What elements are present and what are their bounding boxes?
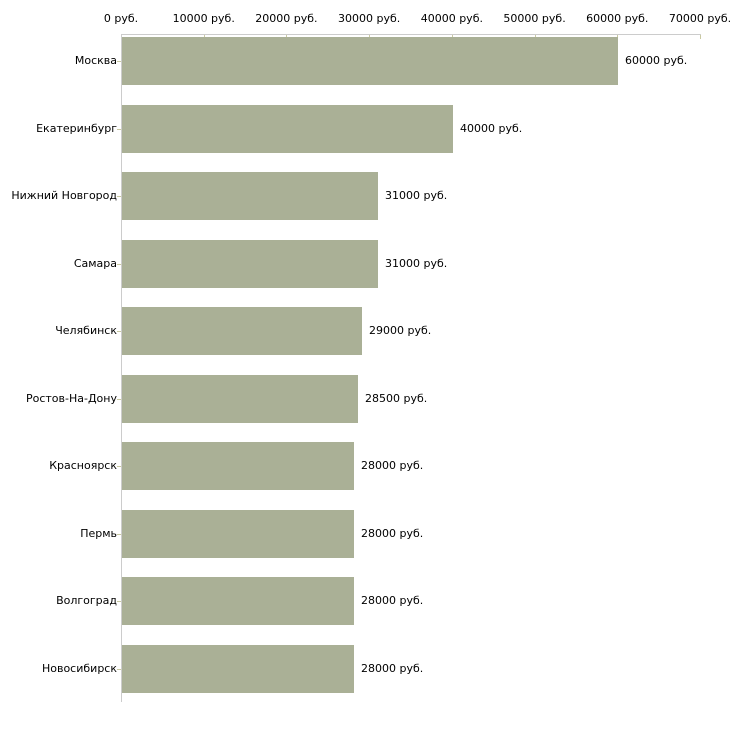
x-axis-tick-label: 30000 руб. — [338, 12, 401, 25]
bar — [122, 442, 354, 490]
bar — [122, 644, 354, 693]
value-label: 28000 руб. — [361, 594, 424, 607]
x-axis-tick-label: 60000 руб. — [586, 12, 649, 25]
bar — [122, 509, 354, 558]
bar — [122, 307, 362, 355]
bar — [122, 577, 354, 625]
value-label: 40000 руб. — [460, 121, 523, 135]
bar — [122, 374, 358, 423]
category-label: Ростов-На-Дону — [25, 391, 117, 405]
value-label: 28000 руб. — [361, 526, 424, 540]
category-label: Екатеринбург — [36, 121, 117, 135]
y-axis-tick-mark — [117, 601, 121, 602]
x-axis-tick-label: 0 руб. — [103, 12, 139, 25]
value-label: 31000 руб. — [385, 189, 448, 202]
y-axis-tick-mark — [117, 331, 121, 332]
y-axis-tick-mark — [117, 129, 121, 130]
x-axis-tick-label: 70000 руб. — [668, 12, 730, 25]
y-axis-tick-mark — [117, 61, 121, 62]
category-label: Москва — [74, 54, 117, 67]
category-label: Красноярск — [49, 459, 117, 472]
value-label: 28000 руб. — [361, 661, 424, 675]
value-label: 28500 руб. — [365, 391, 428, 405]
category-label: Челябинск — [55, 324, 117, 337]
y-axis-tick-mark — [117, 466, 121, 467]
bar — [122, 239, 378, 288]
bar — [122, 104, 453, 153]
value-label: 60000 руб. — [625, 54, 688, 67]
category-label: Самара — [73, 256, 117, 270]
y-axis-tick-mark — [117, 669, 121, 670]
y-axis-tick-mark — [117, 399, 121, 400]
x-axis-tick-label: 50000 руб. — [503, 12, 566, 25]
y-axis-tick-mark — [117, 534, 121, 535]
y-axis-line — [121, 34, 122, 702]
value-label: 29000 руб. — [369, 324, 432, 337]
value-label: 28000 руб. — [361, 459, 424, 472]
y-axis-tick-mark — [117, 196, 121, 197]
category-label: Волгоград — [56, 594, 117, 607]
category-label: Нижний Новгород — [11, 189, 117, 202]
bar — [122, 37, 618, 85]
x-axis-line — [121, 34, 701, 35]
x-axis-tick-mark — [700, 35, 701, 39]
value-label: 31000 руб. — [385, 256, 448, 270]
x-axis-tick-label: 40000 руб. — [420, 12, 483, 25]
x-axis-tick-label: 10000 руб. — [172, 12, 235, 25]
category-label: Пермь — [80, 526, 117, 540]
bar — [122, 172, 378, 220]
category-label: Новосибирск — [41, 661, 117, 675]
x-axis-tick-label: 20000 руб. — [255, 12, 318, 25]
y-axis-tick-mark — [117, 264, 121, 265]
